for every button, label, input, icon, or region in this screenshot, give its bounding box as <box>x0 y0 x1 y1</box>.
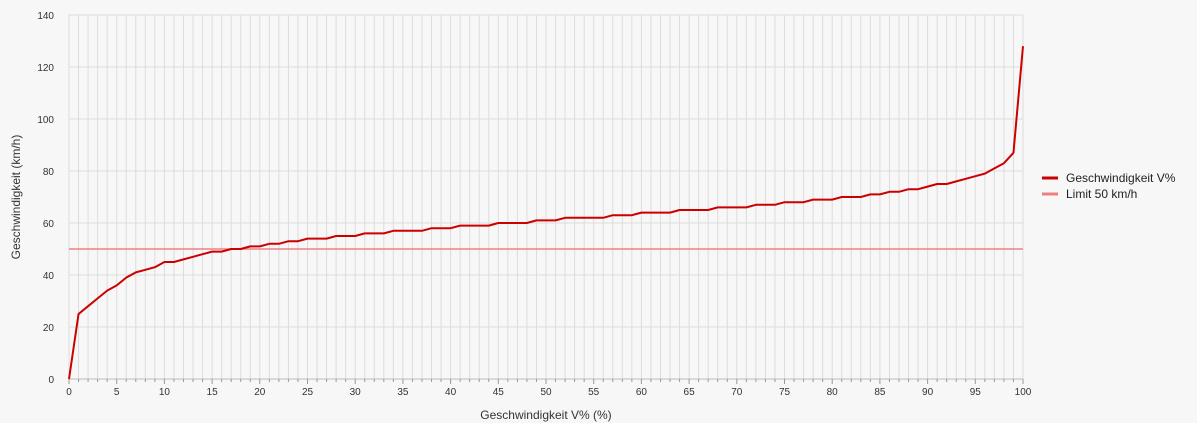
y-tick-label: 120 <box>37 63 54 74</box>
y-tick-label: 100 <box>37 115 54 126</box>
y-tick-label: 40 <box>43 271 55 282</box>
x-tick-label: 80 <box>827 387 839 398</box>
legend[interactable]: Geschwindigkeit V% Limit 50 km/h <box>1042 171 1176 201</box>
x-tick-label: 50 <box>540 387 552 398</box>
x-tick-label: 15 <box>207 387 219 398</box>
x-tick-label: 20 <box>254 387 266 398</box>
y-tick-label: 80 <box>43 167 55 178</box>
x-tick-label: 95 <box>970 387 982 398</box>
x-tick-label: 10 <box>159 387 171 398</box>
x-tick-label: 75 <box>779 387 791 398</box>
y-tick-label: 60 <box>43 219 55 230</box>
x-tick-label: 70 <box>731 387 743 398</box>
y-tick-label: 140 <box>37 11 54 22</box>
x-tick-label: 0 <box>66 387 72 398</box>
x-tick-label: 5 <box>114 387 120 398</box>
series-line-speed <box>68 46 1024 380</box>
x-tick-label: 45 <box>493 387 505 398</box>
series <box>68 46 1024 380</box>
y-tick-label: 20 <box>43 323 55 334</box>
x-tick-label: 100 <box>1015 387 1032 398</box>
x-axis-title: Geschwindigkeit V% (%) <box>480 408 611 422</box>
legend-label[interactable]: Limit 50 km/h <box>1066 187 1137 201</box>
axes: 0 5 10 15 20 25 30 35 40 45 50 55 60 65 70 75 80 85 90 95 10… <box>37 11 1031 398</box>
x-tick-label: 65 <box>684 387 696 398</box>
x-tick-label: 90 <box>922 387 934 398</box>
x-tick-label: 35 <box>397 387 409 398</box>
x-tick-label: 60 <box>636 387 648 398</box>
x-tick-label: 30 <box>350 387 362 398</box>
x-tick-label: 85 <box>874 387 886 398</box>
y-axis-title: Geschwindigkeit (km/h) <box>9 135 23 260</box>
legend-label[interactable]: Geschwindigkeit V% <box>1066 171 1176 185</box>
x-tick-label: 55 <box>588 387 600 398</box>
x-tick-label: 40 <box>445 387 457 398</box>
grid <box>68 14 1024 380</box>
y-tick-label: 0 <box>48 375 54 386</box>
x-tick-label: 25 <box>302 387 314 398</box>
